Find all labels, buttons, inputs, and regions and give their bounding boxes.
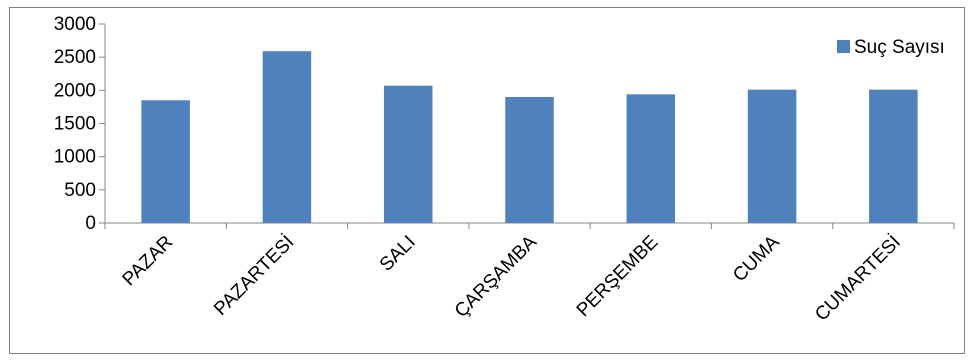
bar-cuma: [747, 89, 797, 223]
y-tick-label-1000: 1000: [54, 147, 96, 168]
bar-perşembe: [626, 94, 676, 224]
bar-pazartesi̇: [262, 51, 312, 223]
legend-swatch: [837, 40, 850, 53]
x-tick-label-pazartesi̇: PAZARTESİ: [210, 232, 298, 320]
y-tick-label-0: 0: [85, 213, 96, 234]
plot-area: 0 500 1000 1500 2000 2500 3000 PAZAR PAZARTESİ SA…: [54, 14, 955, 326]
bar-cumartesi̇: [869, 89, 918, 223]
y-tick-label-2000: 2000: [54, 80, 96, 101]
legend: Suç Sayısı: [837, 37, 945, 58]
y-tick-label-500: 500: [64, 180, 96, 201]
x-tick-label-cumartesi̇: CUMARTESİ: [811, 232, 905, 326]
legend-label: Suç Sayısı: [854, 37, 945, 58]
x-tick-label-çarşamba: ÇARŞAMBA: [451, 231, 541, 321]
x-tick-label-sali: SALI: [376, 232, 420, 276]
x-tick-label-perşembe: PERŞEMBE: [573, 232, 663, 322]
y-tick-label-3000: 3000: [54, 14, 96, 35]
x-tick-label-pazar: PAZAR: [119, 232, 178, 291]
y-tick-label-2500: 2500: [54, 47, 96, 68]
x-tick-label-cuma: CUMA: [729, 231, 784, 286]
bar-çarşamba: [505, 96, 554, 223]
y-tick-label-1500: 1500: [54, 114, 96, 135]
bar-sali: [383, 85, 433, 223]
bar-pazar: [141, 100, 190, 223]
